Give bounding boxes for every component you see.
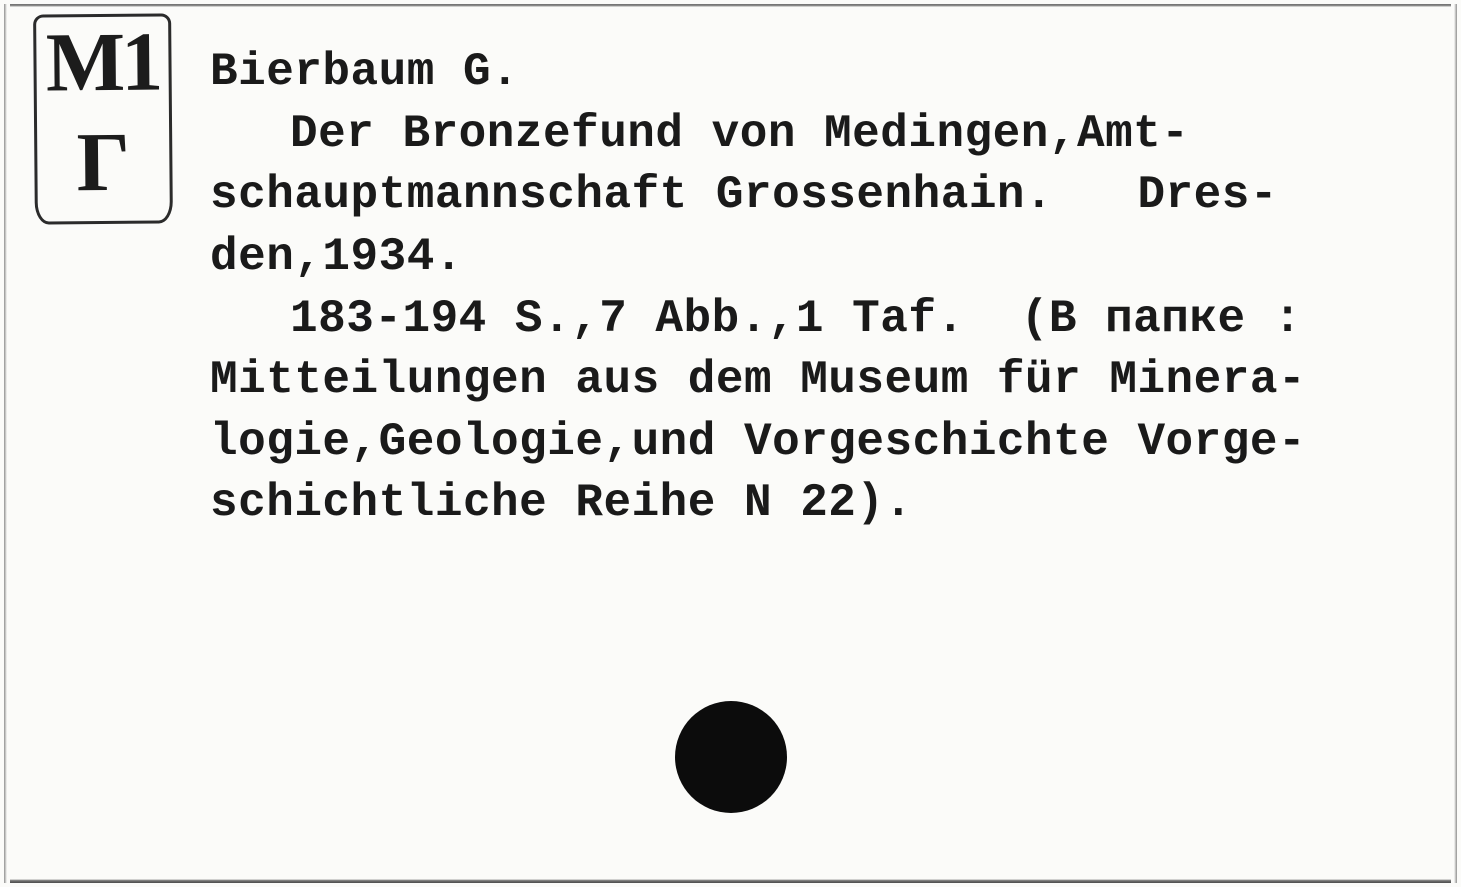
index-card: M1 Г Bierbaum G. Der Bronzefund von Medi… [0,0,1461,887]
collation-line-2: Mitteilungen aus dem Museum für Minera- [210,354,1306,406]
shelfmark-line2: Г [37,120,170,205]
author-line: Bierbaum G. [210,46,519,98]
title-line-2: schauptmannschaft Grossenhain. Dres- [210,169,1278,221]
scan-edge-left [4,4,7,883]
punch-hole [675,701,787,813]
collation-line-3: logie,Geologie,und Vorgeschichte Vorge- [210,416,1306,468]
shelfmark-tab: M1 Г [33,13,173,224]
scan-edge-right [1454,4,1457,883]
scan-edge-top [10,4,1451,7]
collation-line-1: 183-194 S.,7 Abb.,1 Taf. (В папке : [290,293,1302,345]
title-line-3: den,1934. [210,231,463,283]
catalog-text: Bierbaum G. Der Bronzefund von Medingen,… [210,42,1421,535]
title-line-1: Der Bronzefund von Medingen,Amt- [290,108,1189,160]
scan-edge-bottom [10,879,1451,883]
collation-line-4: schichtliche Reihe N 22). [210,477,913,529]
shelfmark-line1: M1 [36,20,169,105]
